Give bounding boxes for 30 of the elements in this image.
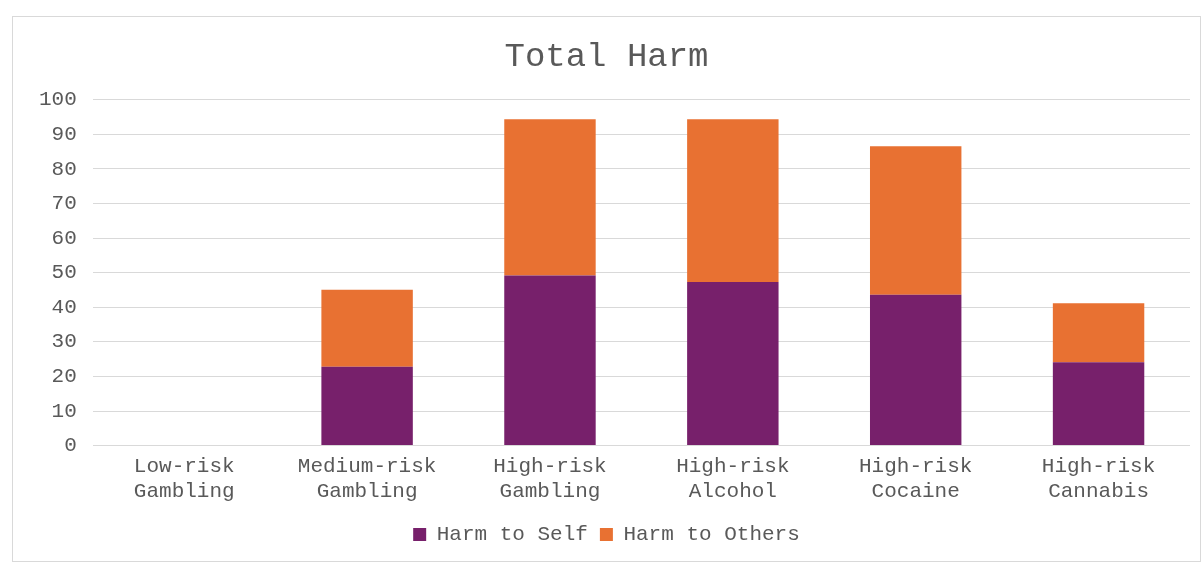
x-tick-label: High-risk Alcohol <box>676 454 790 503</box>
x-tick-label: High-risk Gambling <box>493 454 607 503</box>
bar <box>687 282 779 446</box>
y-tick-label: 40 <box>51 295 77 319</box>
y-tick-label: 30 <box>51 330 77 354</box>
y-tick-label: 80 <box>51 157 77 181</box>
bar <box>869 146 962 295</box>
y-tick-label: 20 <box>51 365 77 388</box>
chart-title: Total Harm <box>504 38 709 77</box>
bar <box>1052 362 1145 446</box>
bar <box>1052 303 1145 363</box>
bar <box>504 119 596 276</box>
y-tick-label: 10 <box>51 399 77 423</box>
y-tick-label: 60 <box>51 226 77 250</box>
legend-label: Harm to Others <box>623 523 800 547</box>
x-tick-label: High-risk Cannabis <box>1041 454 1156 503</box>
bar <box>321 289 413 367</box>
bar <box>687 119 779 283</box>
bar <box>504 275 596 446</box>
x-tick-label: High-risk Cocaine <box>858 454 973 503</box>
y-tick-label: 100 <box>38 88 77 112</box>
bar <box>869 294 962 446</box>
y-tick-label: 50 <box>51 261 77 285</box>
bar <box>321 366 413 446</box>
legend-label: Harm to Self <box>436 523 588 547</box>
x-tick-label: Medium-risk Gambling <box>297 454 437 503</box>
x-tick-label: Low-risk Gambling <box>133 454 235 503</box>
y-tick-label: 0 <box>64 434 77 458</box>
y-tick-label: 90 <box>51 122 77 146</box>
y-tick-label: 70 <box>51 192 77 216</box>
